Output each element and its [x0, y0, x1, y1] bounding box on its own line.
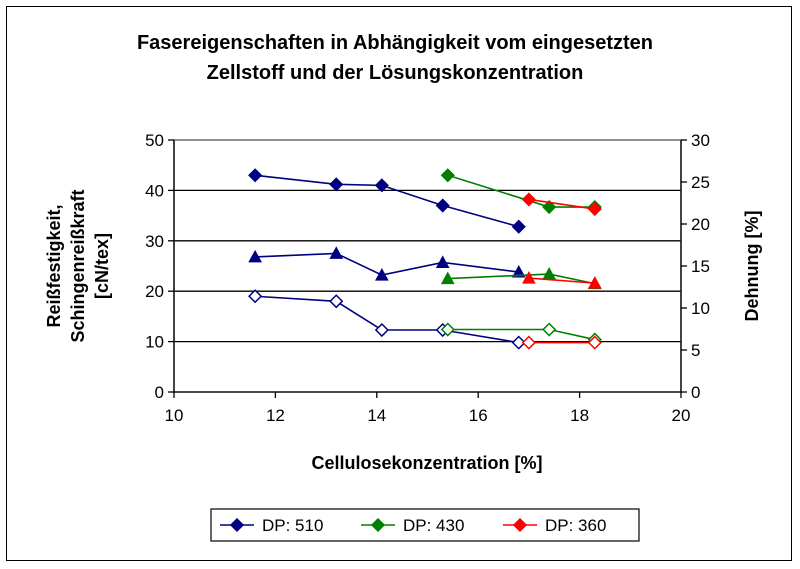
y2-tick-label: 30 [691, 131, 710, 150]
data-point [511, 265, 526, 278]
legend-item: DP: 360 [503, 516, 606, 535]
legend-label: DP: 510 [262, 516, 323, 535]
data-point [248, 289, 263, 304]
series-line [447, 174, 595, 208]
series-dp-360 [521, 192, 602, 350]
data-point [374, 178, 389, 193]
y2-tick-label: 5 [691, 341, 700, 360]
data-point [440, 271, 455, 285]
y-tick-label: 40 [145, 181, 164, 200]
x-tick-label: 12 [266, 406, 285, 425]
x-tick-label: 18 [570, 406, 589, 425]
series-layer [248, 168, 602, 350]
x-tick-label: 20 [672, 406, 691, 425]
data-point [521, 192, 536, 207]
gridlines [174, 139, 681, 343]
y2-tick-label: 25 [691, 173, 710, 192]
data-point [329, 294, 344, 309]
y-axis-title-line-1: Reißfestigkeit, [44, 204, 64, 327]
x-tick-label: 14 [367, 406, 386, 425]
data-point [542, 199, 557, 215]
data-point [374, 322, 389, 338]
legend-marker [512, 517, 528, 533]
data-point [248, 249, 262, 263]
legend-label: DP: 430 [403, 516, 464, 535]
legend-marker [229, 517, 245, 533]
data-point [542, 322, 557, 337]
y-axis-title: Reißfestigkeit, Schingenreißkraft [cN/te… [44, 189, 112, 342]
y2-tick-label: 10 [691, 299, 710, 318]
legend-marker [370, 517, 386, 533]
data-point [329, 246, 344, 259]
y-axis-title-line-2: Schingenreißkraft [68, 189, 88, 342]
y-axis-title-line-3: [cN/tex] [92, 233, 112, 299]
y2-tick-label: 15 [691, 257, 710, 276]
data-point [521, 335, 536, 350]
series-dp-510 [248, 168, 526, 350]
chart-title-line-1: Fasereigenschaften in Abhängigkeit vom e… [137, 32, 653, 54]
data-point [587, 335, 602, 350]
x-tick-label: 10 [165, 406, 184, 425]
x-axis-title: Cellulosekonzentration [%] [311, 453, 542, 473]
series-dp-430 [440, 168, 602, 347]
data-point [511, 219, 526, 234]
chart-title: Fasereigenschaften in Abhängigkeit vom e… [137, 32, 653, 84]
x-tick-label: 16 [469, 406, 488, 425]
data-point [248, 168, 263, 183]
data-point [440, 322, 455, 337]
y2-tick-label: 0 [691, 383, 700, 402]
chart-frame [6, 6, 792, 561]
y2-axis-title: Dehnung [%] [742, 211, 762, 322]
data-point [587, 201, 602, 217]
data-point [511, 335, 526, 350]
data-point [440, 168, 455, 183]
y-tick-label: 50 [145, 131, 164, 150]
data-point [435, 198, 450, 213]
data-point [522, 271, 536, 284]
series-line [528, 198, 595, 210]
series-line [528, 277, 595, 284]
data-point [587, 276, 602, 289]
y-tick-label: 20 [145, 282, 164, 301]
y-tick-label: 0 [155, 383, 164, 402]
legend: DP: 510 DP: 430 DP: 360 [210, 508, 640, 542]
legend-box [210, 508, 640, 542]
data-point [375, 268, 389, 281]
legend-item: DP: 430 [361, 516, 464, 535]
data-point [435, 255, 450, 268]
y2-tick-label: 20 [691, 215, 710, 234]
legend-item: DP: 510 [220, 516, 323, 535]
y-tick-label: 10 [145, 333, 164, 352]
chart-title-line-2: Zellstoff und der Lösungskonzentration [207, 62, 584, 84]
series-line [255, 174, 519, 228]
series-line [255, 252, 519, 276]
series-line [255, 295, 519, 344]
y-tick-label: 30 [145, 232, 164, 251]
legend-label: DP: 360 [545, 516, 606, 535]
data-point [329, 177, 344, 192]
